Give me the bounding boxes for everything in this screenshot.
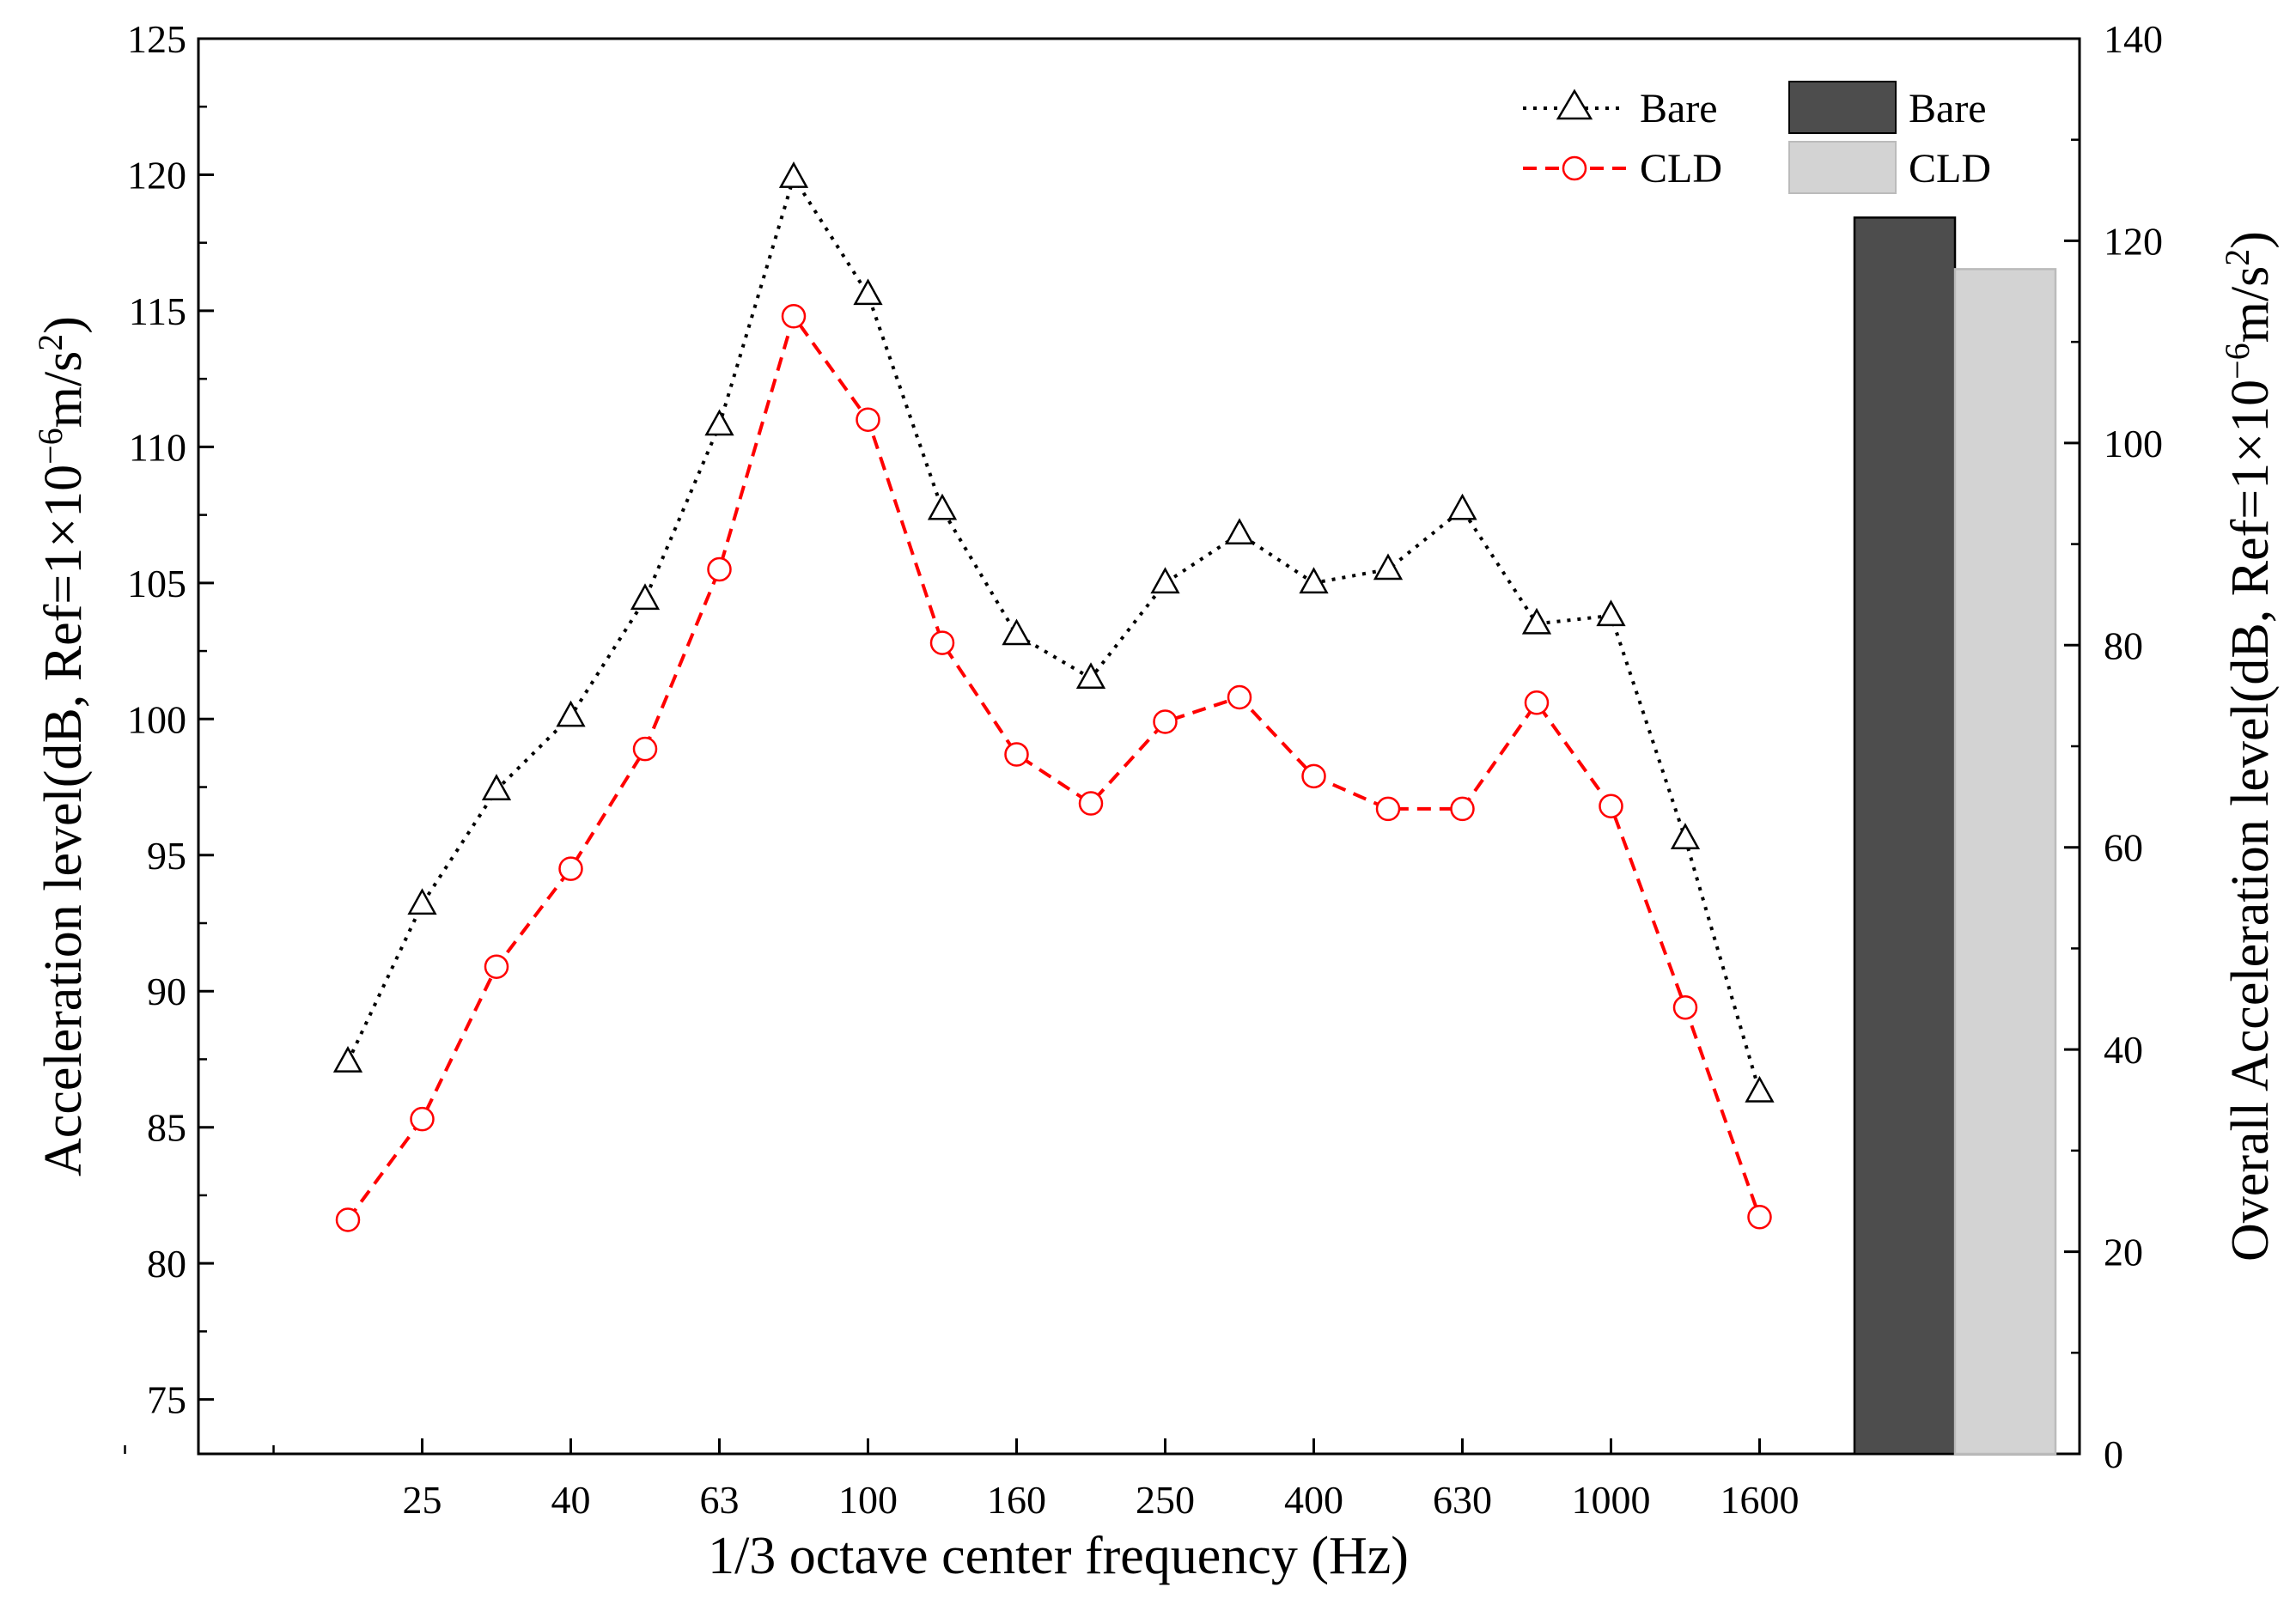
left-tick-label: 85 — [147, 1106, 186, 1150]
bar-bare — [1853, 216, 1957, 1456]
legend-line-cld: CLD — [1523, 146, 1722, 192]
x-axis-ticks: 25 40 63 100 160 250 400 630 1000 1600 — [124, 1438, 1909, 1522]
cld-point-marker — [781, 304, 807, 329]
legend-bar-cld: CLD — [1788, 141, 1991, 194]
right-tick-label: 20 — [2104, 1231, 2143, 1274]
cld-point-marker — [632, 736, 658, 762]
bare-point-marker — [1002, 618, 1032, 646]
x-tick-label: 63 — [700, 1478, 740, 1522]
legend-bar-bare: Bare — [1788, 81, 1987, 134]
bare-point-marker — [481, 774, 512, 800]
bare-point-marker — [1745, 1075, 1775, 1103]
bare-point-marker — [407, 888, 437, 915]
bare-point-marker — [778, 161, 809, 188]
bare-point-marker — [1373, 553, 1404, 581]
bare-point-marker — [630, 583, 661, 611]
bare-point-marker — [556, 700, 586, 727]
cld-point-marker — [410, 1106, 435, 1132]
bare-point-marker — [332, 1046, 363, 1073]
bare-point-marker — [1670, 823, 1701, 850]
x-tick-label: 250 — [1136, 1478, 1195, 1522]
bare-point-marker — [1299, 567, 1329, 594]
x-tick-label: 400 — [1284, 1478, 1343, 1522]
legend-bare-swatch — [1788, 81, 1897, 134]
right-axis-ticks: 0 20 40 60 80 100 120 140 — [2064, 17, 2163, 1476]
cld-point-marker — [1747, 1205, 1772, 1230]
bar-cld — [1953, 268, 2057, 1456]
cld-point-marker — [1672, 994, 1698, 1020]
right-tick-label: 60 — [2104, 826, 2143, 870]
cld-point-marker — [1524, 690, 1550, 715]
bare-point-marker — [1447, 493, 1477, 520]
legend-triangle-icon — [1556, 88, 1593, 120]
series-bare-line — [332, 161, 1775, 1103]
legend-cld-label: CLD — [1640, 146, 1722, 192]
cld-point-marker — [929, 630, 955, 655]
right-tick-label: 40 — [2104, 1028, 2143, 1072]
cld-point-marker — [1227, 684, 1252, 710]
right-tick-label: 120 — [2104, 219, 2163, 263]
legend-bar-bare-label: Bare — [1909, 86, 1987, 131]
x-tick-label: 160 — [987, 1478, 1046, 1522]
series-bare-path — [346, 175, 1762, 1093]
left-tick-label: 80 — [147, 1242, 186, 1286]
bare-point-marker — [927, 493, 958, 520]
cld-point-marker — [1450, 796, 1475, 822]
cld-point-marker — [1375, 796, 1401, 822]
legend-line-bare: Bare — [1523, 86, 1718, 131]
bare-point-marker — [1596, 599, 1626, 627]
cld-point-marker — [856, 407, 880, 432]
right-tick-label: 80 — [2104, 623, 2143, 667]
x-tick-label: 100 — [838, 1478, 898, 1522]
x-tick-label: 1000 — [1572, 1478, 1651, 1522]
cld-point-marker — [707, 556, 732, 582]
cld-point-marker — [558, 856, 583, 881]
cld-point-marker — [484, 954, 509, 979]
x-axis-title: 1/3 octave center frequency (Hz) — [708, 1527, 1409, 1585]
x-tick-label: 1600 — [1720, 1478, 1800, 1522]
left-tick-label: 120 — [127, 153, 186, 197]
left-axis-ticks: 75 80 85 90 95 100 105 110 115 120 125 — [127, 17, 214, 1422]
x-tick-label: 40 — [551, 1478, 591, 1522]
legend-cld-swatch — [1788, 141, 1897, 194]
cld-point-marker — [1004, 742, 1029, 767]
bare-point-marker — [1150, 567, 1180, 594]
right-tick-label: 140 — [2104, 17, 2163, 61]
x-tick-label: 25 — [403, 1478, 442, 1522]
right-tick-label: 0 — [2104, 1432, 2123, 1476]
bare-point-marker — [1075, 662, 1106, 690]
x-tick-label: 630 — [1433, 1478, 1492, 1522]
cld-point-marker — [1301, 763, 1326, 789]
bare-point-marker — [1224, 518, 1255, 545]
left-tick-label: 95 — [147, 834, 186, 878]
left-axis-title: Acceleration level(dB, Ref=1×10−6m/s2) — [31, 316, 93, 1176]
cld-point-marker — [1599, 793, 1623, 818]
left-tick-label: 90 — [147, 970, 186, 1013]
overall-bars — [1853, 216, 2057, 1456]
legend-bare-label: Bare — [1640, 86, 1718, 131]
left-tick-label: 100 — [127, 697, 186, 741]
left-tick-label: 115 — [129, 289, 186, 333]
legend: Bare CLD Bare CLD — [1523, 81, 1991, 194]
cld-point-marker — [1078, 791, 1104, 816]
left-tick-label: 110 — [129, 425, 186, 469]
left-tick-label: 105 — [127, 562, 186, 605]
cld-point-marker — [1153, 709, 1178, 734]
bare-point-marker — [853, 278, 883, 306]
legend-circle-icon — [1562, 155, 1587, 181]
right-axis-title: Overall Acceleration level(dB, Ref=1×10−… — [2218, 231, 2280, 1262]
series-cld-line — [335, 304, 1772, 1232]
cld-point-marker — [335, 1207, 361, 1232]
left-tick-label: 75 — [147, 1378, 186, 1422]
bare-point-marker — [704, 409, 734, 436]
left-tick-label: 125 — [127, 17, 186, 61]
bare-point-marker — [1521, 607, 1552, 635]
legend-bar-cld-label: CLD — [1909, 146, 1991, 192]
right-tick-label: 100 — [2104, 422, 2163, 465]
